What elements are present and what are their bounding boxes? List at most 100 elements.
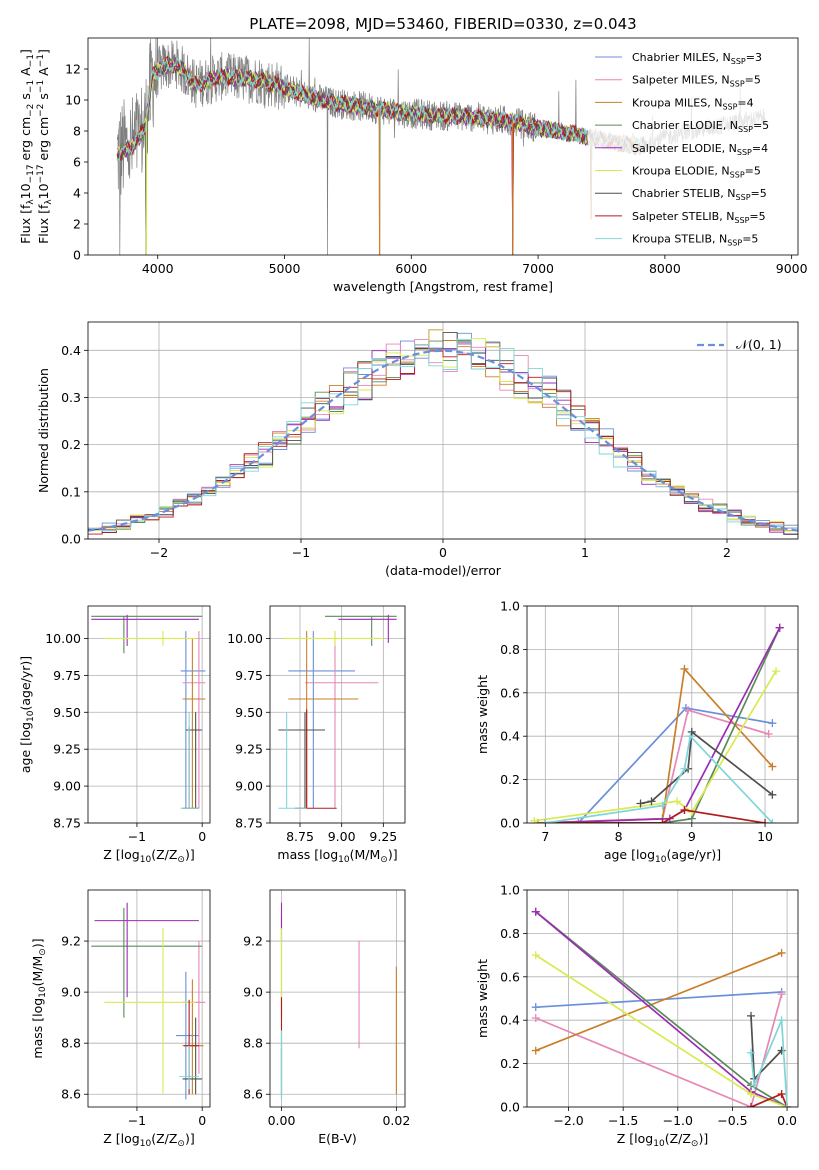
weight-marker-7-2 <box>680 805 689 814</box>
x-tick-label: −1 <box>292 545 310 560</box>
x-axis-label-part: )] <box>388 847 398 862</box>
x-axis-label-part: ⊙ <box>177 855 185 865</box>
weight-marker-1-0 <box>531 1014 540 1023</box>
y-tick-label: 9.0 <box>61 985 81 1000</box>
ticks: −2.0 −1.5 −1.0 −0.5 0.0 0.0 0.2 0.4 0.6 0.8 1.0 <box>500 883 797 1129</box>
y-tick-label: 9.00 <box>53 779 81 794</box>
axes-frame <box>526 605 799 824</box>
x-axis-label: E(B-V) <box>318 1131 357 1146</box>
weight-marker-8-0 <box>541 819 550 823</box>
x-axis-label-part: age [log <box>604 847 655 862</box>
x-axis-label-part: 10 <box>140 855 152 865</box>
weight-line-1 <box>535 993 783 1107</box>
ticks: −1 0 8.6 8.8 9.0 9.2 <box>61 934 206 1128</box>
y-tick-label: 12 <box>65 62 81 77</box>
x-tick-label: −1 <box>128 1113 146 1128</box>
weight-marker-8-1 <box>658 801 667 810</box>
legend-nssp-value: =5 <box>745 165 761 178</box>
x-tick-label: 8000 <box>649 261 681 276</box>
y-tick-label: 0.4 <box>500 729 520 744</box>
weight-line-7 <box>545 809 766 823</box>
legend-nssp-value: =3 <box>746 51 762 64</box>
y-tick-label: 9.50 <box>235 705 263 720</box>
legend-model-name: Chabrier ELODIE, N <box>632 119 738 132</box>
legend-model-name: Salpeter STELIB, N <box>632 210 734 223</box>
legend-model-name: Chabrier MILES, N <box>632 51 731 64</box>
plot-area <box>91 902 206 1100</box>
legend: 𝒩(0, 1) <box>697 337 782 352</box>
legend-nssp-sub: SSP <box>737 148 752 157</box>
legend-label-4: Salpeter ELODIE, NSSP=4 <box>632 142 768 157</box>
y-axis-label-part: 10 <box>26 710 36 722</box>
panel-mass-metallicity: −1 08.68.89.09.2Z [log10(Z/Z⊙)]mass [log1… <box>30 889 211 1149</box>
y-axis-label: Flux [fλ10−17 erg cm−2 s−1 A−1] <box>36 49 54 244</box>
axes-frame <box>269 889 406 1108</box>
weight-marker-5-0 <box>530 816 539 823</box>
weight-marker-1-3 <box>764 730 773 739</box>
y-axis-label-part: 10 <box>18 183 33 199</box>
x-axis-label-part: ⊙ <box>691 1139 699 1149</box>
x-tick-label: 9.25 <box>369 829 397 844</box>
legend-nssp-value: =5 <box>751 187 767 200</box>
residual-histogram-8 <box>88 338 798 531</box>
y-axis-label-part: λ <box>44 199 54 205</box>
y-tick-label: 8.8 <box>243 1036 263 1051</box>
y-tick-label: 0.3 <box>61 390 81 405</box>
weight-marker-7-3 <box>761 819 770 823</box>
y-tick-label: 8.75 <box>53 816 81 831</box>
x-axis-label-part: (M/M <box>350 847 381 862</box>
weight-marker-6-0 <box>747 1011 756 1020</box>
y-axis-label-part: −1 <box>36 80 46 93</box>
panel-age-mass: 8.75 9.00 9.25 8.75 9.00 9.25 9.50 9.75 10.00 mas… <box>227 605 406 865</box>
legend-label-2: Kroupa MILES, NSSP=4 <box>632 96 754 111</box>
y-tick-label: 10 <box>65 93 81 108</box>
legend-nssp-value: =4 <box>752 142 768 155</box>
y-axis-label-part: −2 <box>36 104 46 117</box>
y-axis-label-part: ⊙ <box>38 948 48 956</box>
y-axis-label-part: Flux [f <box>36 204 51 244</box>
x-axis-label-part: 10 <box>140 1139 152 1149</box>
y-axis-label-part: λ <box>26 199 36 205</box>
weight-marker-8-3 <box>686 732 695 741</box>
panel-mass-extinction: 0.00 0.02 8.6 8.8 9.0 9.2 E(B-V) <box>243 889 410 1146</box>
legend-nssp-sub: SSP <box>730 80 745 89</box>
x-tick-label: −2 <box>150 545 168 560</box>
y-tick-label: 8.75 <box>235 816 263 831</box>
axes-frame <box>87 37 799 256</box>
legend-nssp-sub: SSP <box>736 193 751 202</box>
x-axis-label: Z [log10(Z/Z⊙)] <box>617 1131 708 1149</box>
weight-marker-6-0 <box>636 799 645 808</box>
y-tick-label: 9.75 <box>53 668 81 683</box>
panel-residuals: −2 −1 0 1 2 0.0 0.1 0.2 0.3 0.4 (data-model)/error… <box>36 321 799 578</box>
legend-model-name: Kroupa MILES, N <box>632 96 722 109</box>
weight-marker-1-2 <box>777 990 786 999</box>
y-tick-label: 0.4 <box>500 1013 520 1028</box>
panel-spectrum: 4000 5000 6000 7000 8000 9000 0 2 4 6 8 10 12 wavelen… <box>18 37 808 294</box>
ticks: −1 0 8.75 9.00 9.25 9.50 9.75 10.00 <box>45 631 206 844</box>
y-tick-label: 8.6 <box>61 1087 81 1102</box>
x-axis-label-part: mass [log <box>277 847 338 862</box>
legend-nssp-sub: SSP <box>734 216 749 225</box>
weight-line-8 <box>750 1019 788 1107</box>
y-tick-label: 2 <box>73 217 81 232</box>
weight-marker-5-1 <box>747 1089 756 1098</box>
y-tick-label: 9.0 <box>243 985 263 1000</box>
plot-area <box>88 329 798 535</box>
y-axis-label-part: ] <box>36 49 51 54</box>
y-tick-label: 9.50 <box>53 705 81 720</box>
y-axis-label: age [log10(age/yr)] <box>18 656 36 773</box>
x-axis-label: wavelength [Angstrom, rest frame] <box>333 279 553 294</box>
y-tick-label: 9.75 <box>235 668 263 683</box>
ticks: 0.00 0.02 8.6 8.8 9.0 9.2 <box>243 934 410 1128</box>
legend-nssp-value: =5 <box>745 74 761 87</box>
x-tick-label: 0.0 <box>777 1113 797 1128</box>
gaussian-curve <box>88 349 798 532</box>
axes-frame <box>269 605 406 824</box>
legend-nssp-value: =5 <box>749 210 765 223</box>
legend-nssp-sub: SSP <box>731 57 746 66</box>
y-tick-label: 8.6 <box>243 1087 263 1102</box>
model-spectrum-8 <box>116 57 647 255</box>
weight-marker-5-0 <box>531 951 540 960</box>
